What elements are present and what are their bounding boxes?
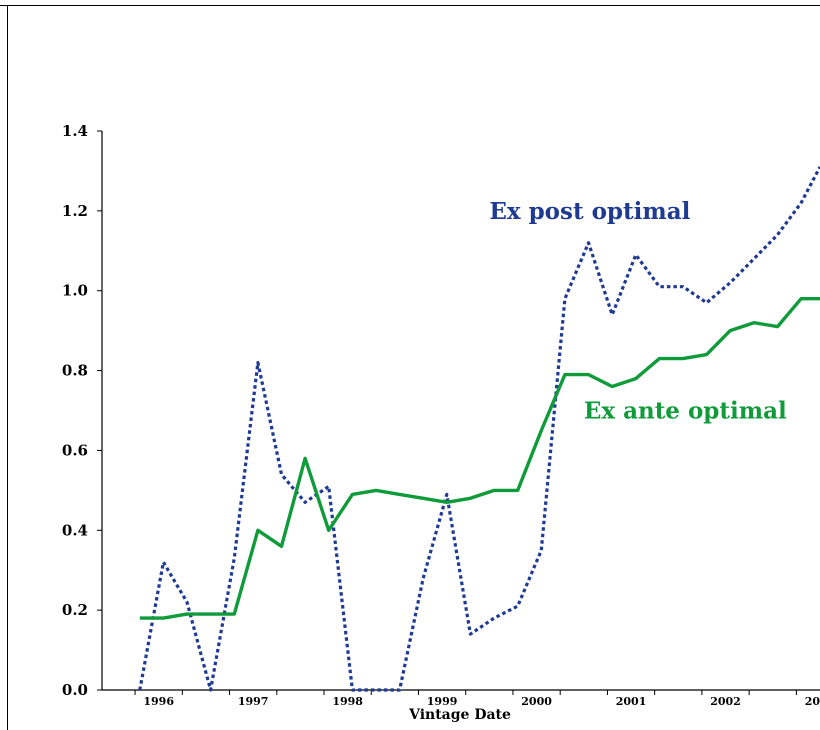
x-axis-title: Vintage Date: [408, 707, 511, 723]
x-tick-label: 2003: [805, 695, 820, 708]
y-tick-label: 1.2: [62, 202, 88, 220]
x-tick-label: 1999: [427, 695, 458, 708]
x-tick-label: 2002: [710, 695, 741, 708]
y-tick-label: 0.4: [62, 521, 88, 539]
y-tick-label: 0.2: [62, 601, 88, 619]
series-annotation: Ex post optimal: [489, 198, 690, 225]
ticks: 0.0 0.2 0.4 0.6 0.8 1.0 1.2 1.4 1996 1998 2000 2002…: [62, 122, 820, 708]
y-tick-label: 0.0: [62, 681, 88, 699]
y-tick-label: 1.4: [62, 122, 88, 140]
y-tick-label: 0.6: [62, 441, 88, 459]
x-tick-label: 2001: [616, 695, 647, 708]
y-tick-label: 0.8: [62, 362, 88, 380]
series-annotation: Ex ante optimal: [584, 398, 787, 425]
x-tick-label: 2000: [521, 695, 552, 708]
y-tick-label: 1.0: [62, 282, 88, 300]
series-line-1: [139, 297, 820, 620]
series-line-0: [138, 166, 820, 692]
x-tick-label: 1997: [238, 695, 269, 708]
axes: [101, 131, 820, 691]
annotation-layer: Ex post optimal Ex ante optimal: [489, 198, 787, 425]
x-tick-label: 1998: [332, 695, 363, 708]
series-layer: [138, 166, 820, 692]
x-tick-label: 1996: [143, 695, 174, 708]
